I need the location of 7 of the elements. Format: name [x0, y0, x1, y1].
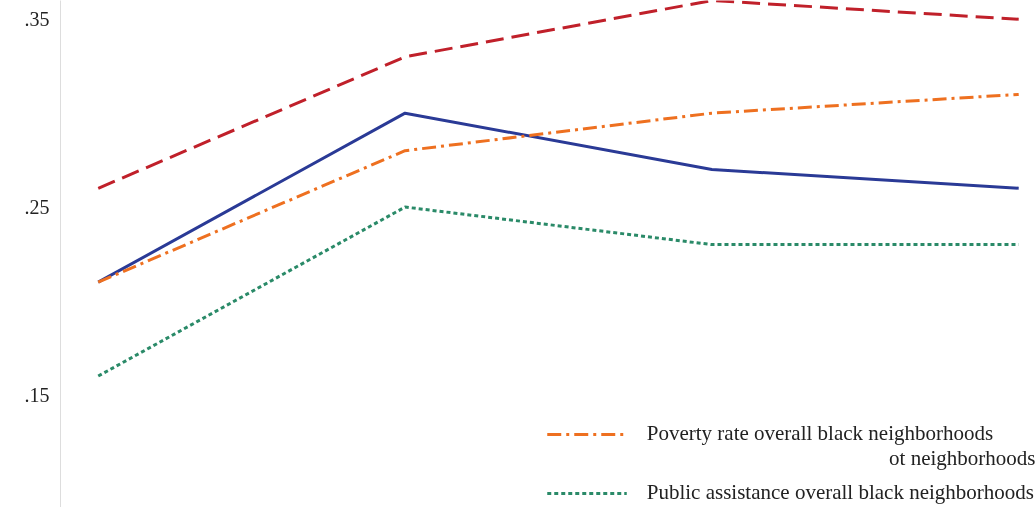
annotation: ot neighborhoods	[889, 445, 1036, 470]
legend-label: Public assistance overall black neighborhoods	[646, 480, 1034, 505]
y-tick-label: .35	[24, 8, 50, 31]
y-tick-label: .25	[24, 196, 50, 219]
y-tick-label: .15	[24, 383, 50, 406]
legend-label: Poverty rate overall black neighborhoods	[646, 421, 994, 446]
line-series	[96, 0, 1021, 190]
